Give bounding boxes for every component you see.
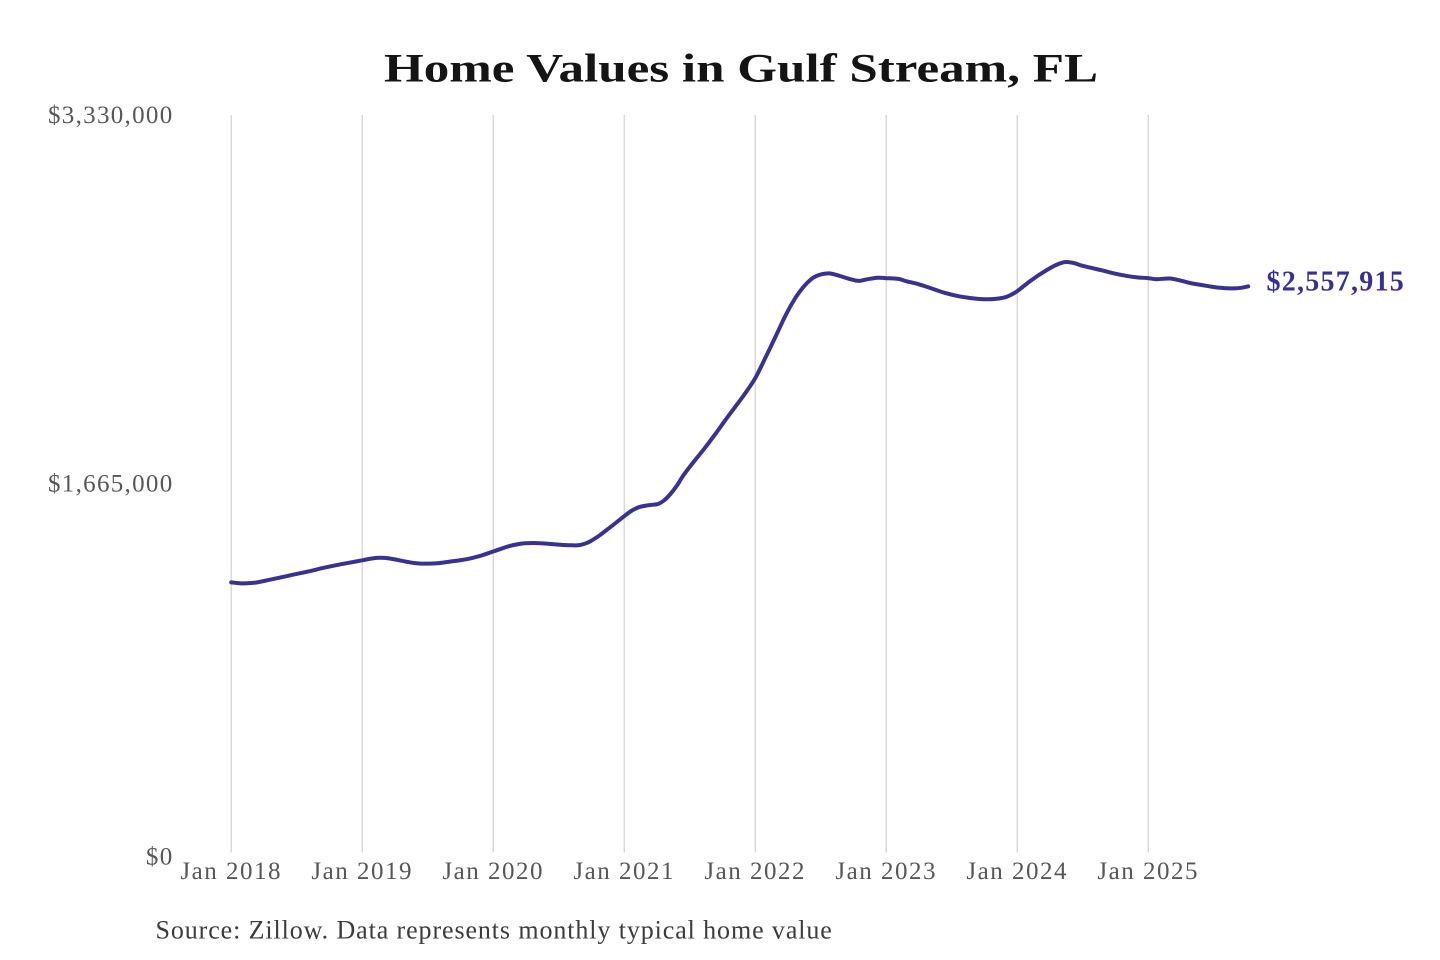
- svg-text:Jan 2020: Jan 2020: [442, 858, 544, 885]
- svg-text:Source: Zillow. Data represent: Source: Zillow. Data represents monthly …: [156, 916, 833, 945]
- svg-text:Jan 2022: Jan 2022: [704, 858, 806, 885]
- svg-text:Jan 2021: Jan 2021: [573, 858, 675, 885]
- svg-text:$3,330,000: $3,330,000: [48, 102, 174, 129]
- svg-text:Jan 2019: Jan 2019: [311, 858, 413, 885]
- svg-text:Jan 2023: Jan 2023: [835, 858, 937, 885]
- svg-text:Jan 2018: Jan 2018: [180, 858, 282, 885]
- svg-text:Jan 2024: Jan 2024: [966, 858, 1068, 885]
- svg-text:Home Values in Gulf Stream, FL: Home Values in Gulf Stream, FL: [384, 46, 1098, 91]
- svg-text:$2,557,915: $2,557,915: [1267, 266, 1406, 297]
- svg-text:$0: $0: [146, 844, 174, 871]
- svg-text:Jan 2025: Jan 2025: [1097, 858, 1199, 885]
- svg-text:$1,665,000: $1,665,000: [48, 471, 174, 498]
